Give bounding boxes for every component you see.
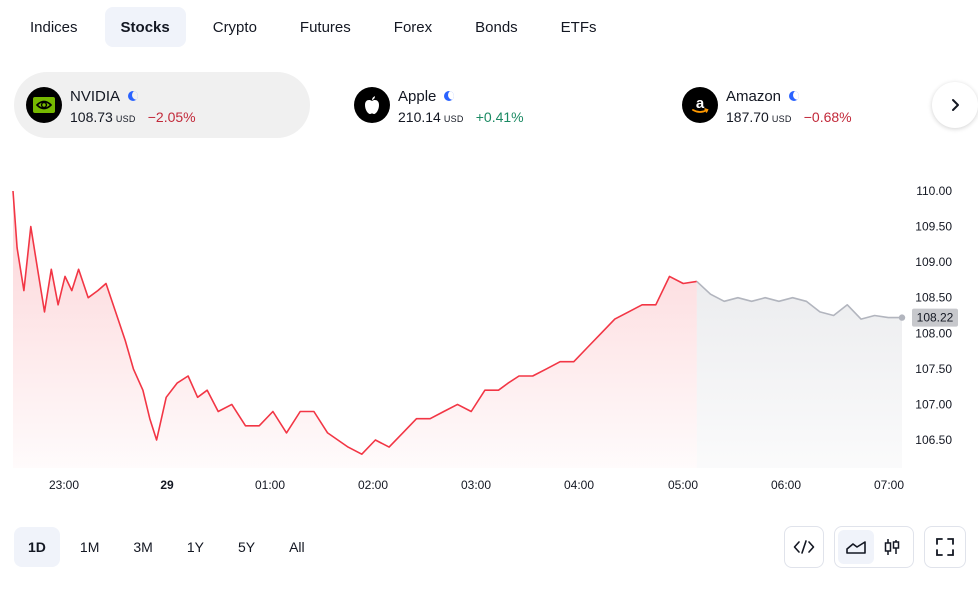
next-symbols-button[interactable] xyxy=(932,82,978,128)
symbol-price: 108.73 xyxy=(70,109,113,125)
tab-indices[interactable]: Indices xyxy=(30,18,78,36)
x-tick-label: 01:00 xyxy=(255,478,285,492)
symbol-name: Amazon xyxy=(726,87,782,105)
moon-icon xyxy=(444,91,455,101)
tab-crypto[interactable]: Crypto xyxy=(212,18,257,36)
y-tick-label: 108.00 xyxy=(915,326,952,340)
tab-stocks[interactable]: Stocks xyxy=(104,7,186,47)
symbol-card-nvidia[interactable]: NVIDIA 108.73 USD −2.05% xyxy=(14,72,310,138)
fullscreen-button[interactable] xyxy=(924,526,966,568)
symbol-card-apple[interactable]: Apple 210.14 USD +0.41% xyxy=(342,72,622,138)
symbol-change: −0.68% xyxy=(803,109,852,125)
range-1y[interactable]: 1Y xyxy=(186,539,204,555)
y-tick-label: 107.50 xyxy=(915,362,952,376)
symbol-currency: USD xyxy=(771,114,792,124)
range-all[interactable]: All xyxy=(289,539,305,555)
range-1m[interactable]: 1M xyxy=(79,539,100,555)
candlestick-icon xyxy=(884,539,900,555)
symbol-name: Apple xyxy=(398,87,437,105)
symbol-currency: USD xyxy=(443,114,464,124)
x-tick-label: 29 xyxy=(160,478,174,492)
symbol-change: −2.05% xyxy=(147,109,196,125)
x-tick-label: 02:00 xyxy=(358,478,388,492)
symbol-name: NVIDIA xyxy=(70,87,121,105)
x-tick-label: 05:00 xyxy=(668,478,698,492)
range-selector: 1D 1M 3M 1Y 5Y All xyxy=(14,527,325,567)
tab-forex[interactable]: Forex xyxy=(393,18,433,36)
price-chart[interactable]: 110.00 109.50 109.00 108.50 108.00 107.50 107.… xyxy=(0,150,978,500)
tab-futures[interactable]: Futures xyxy=(299,18,351,36)
tab-etfs[interactable]: ETFs xyxy=(560,18,597,36)
last-price-dot xyxy=(898,314,906,321)
area-chart-button[interactable] xyxy=(838,530,874,564)
after-hours-price-line xyxy=(696,280,902,320)
candles-button[interactable] xyxy=(874,530,910,564)
range-3m[interactable]: 3M xyxy=(133,539,153,555)
last-price-label: 108.22 xyxy=(917,311,954,325)
y-tick-label: 109.50 xyxy=(915,220,952,234)
symbol-price: 187.70 xyxy=(726,109,769,125)
x-tick-label: 06:00 xyxy=(771,478,801,492)
chart-style-toggle xyxy=(834,526,914,568)
moon-icon xyxy=(789,91,800,101)
after-hours-area-fill xyxy=(696,281,902,468)
session-area-fill xyxy=(13,191,697,468)
y-tick-label: 110.00 xyxy=(916,184,952,198)
session-price-line xyxy=(12,190,697,455)
apple-logo-icon xyxy=(354,87,390,123)
svg-text:a: a xyxy=(696,95,705,112)
symbol-currency: USD xyxy=(115,114,136,124)
fullscreen-icon xyxy=(936,538,954,556)
y-tick-label: 109.00 xyxy=(915,255,952,269)
code-icon xyxy=(793,540,815,554)
x-tick-label: 07:00 xyxy=(874,478,904,492)
symbol-card-amazon[interactable]: a Amazon 187.70 USD −0.68% xyxy=(670,72,930,138)
area-chart-icon xyxy=(846,541,866,554)
category-tabs: Indices Stocks Crypto Futures Forex Bond… xyxy=(14,7,624,47)
amazon-logo-icon: a xyxy=(682,87,718,123)
tab-bonds[interactable]: Bonds xyxy=(475,18,518,36)
symbol-change: +0.41% xyxy=(475,109,524,125)
symbol-cards: NVIDIA 108.73 USD −2.05% Apple 210.14 US… xyxy=(14,72,978,138)
x-tick-label: 04:00 xyxy=(564,478,594,492)
x-tick-label: 23:00 xyxy=(49,478,79,492)
range-1d[interactable]: 1D xyxy=(14,527,60,567)
y-tick-label: 107.00 xyxy=(915,397,952,411)
y-tick-label: 108.50 xyxy=(915,291,952,305)
embed-button[interactable] xyxy=(784,526,824,568)
moon-icon xyxy=(128,91,139,101)
x-tick-label: 03:00 xyxy=(461,478,491,492)
last-price-badge xyxy=(912,308,958,327)
chevron-right-icon xyxy=(952,99,959,111)
nvidia-logo-icon xyxy=(26,87,62,123)
y-tick-label: 106.50 xyxy=(915,433,952,447)
range-5y[interactable]: 5Y xyxy=(237,539,256,555)
symbol-price: 210.14 xyxy=(398,109,441,125)
